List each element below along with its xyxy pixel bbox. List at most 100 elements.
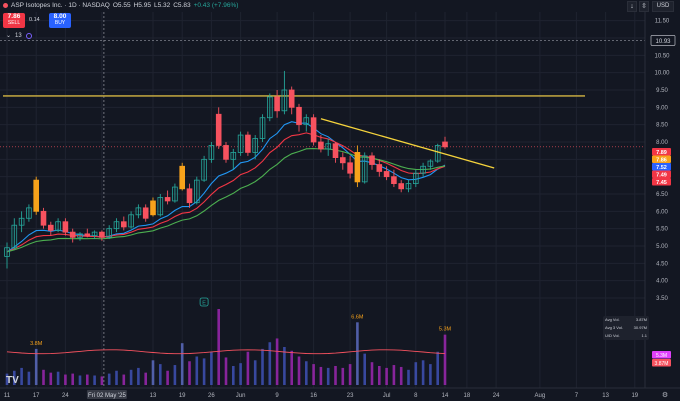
ohlc-open: O5.55 (112, 2, 131, 9)
candle-body (332, 143, 339, 159)
volume-bar (378, 366, 381, 385)
symbol-title[interactable]: ASP Isotopes Inc. · 1D · NASDAQ (11, 2, 110, 9)
candle-body (325, 143, 331, 150)
ohlc-close: C5.83 (173, 2, 191, 9)
volume-bar (93, 375, 96, 385)
price-change: +0.43 (+7.96%) (193, 2, 239, 9)
download-arrow-icon[interactable]: ↓ (627, 1, 637, 12)
y-tick-label: 4.00 (656, 279, 668, 285)
volume-bar (334, 366, 337, 385)
tradingview-logo-icon[interactable]: TV (6, 375, 19, 386)
candle-body (369, 155, 375, 165)
volume-label-box (652, 359, 671, 367)
indicator-row[interactable]: ⌄ 13 (6, 32, 32, 39)
x-tick-label: 16 (310, 393, 317, 399)
y-tick-label: 11.50 (655, 19, 670, 25)
volume-bar (180, 343, 184, 385)
candle-body (427, 160, 434, 167)
volume-bar (363, 353, 366, 385)
candle-body (77, 233, 83, 238)
volume-bar (86, 374, 89, 385)
candle-body (179, 165, 186, 190)
x-tick-label: Fri 02 May '25 (88, 393, 126, 399)
volume-bar (326, 367, 330, 385)
candle-body (33, 179, 39, 212)
y-tick-label: 9.00 (656, 105, 668, 111)
volume-bar (297, 356, 301, 385)
volume-bar (166, 370, 169, 385)
crosshair-price-label: 10.93 (655, 39, 671, 45)
x-tick-label: Aug (535, 393, 546, 399)
y-tick-label: 5.00 (656, 244, 668, 250)
collapse-chevron-icon[interactable]: ⌄ (6, 33, 12, 39)
candle-body (383, 171, 390, 178)
x-crosshair-label-box (86, 390, 127, 399)
y-tick-label: 6.50 (656, 192, 668, 198)
y-tick-label: 6.00 (656, 209, 668, 215)
volume-bar (341, 367, 345, 385)
x-tick-label: 8 (414, 393, 418, 399)
x-tick-label: Jun (236, 393, 246, 399)
spread-value: 0.14 (29, 17, 40, 23)
candle-body (69, 231, 76, 238)
volume-bar (78, 375, 82, 385)
volume-bar (232, 366, 235, 385)
volume-bar (159, 364, 162, 385)
volume-bar (305, 361, 308, 385)
ohlc-low: L5.32 (153, 2, 171, 9)
volume-bar (283, 347, 286, 385)
candle-body (223, 145, 229, 160)
volume-bar (385, 367, 388, 385)
x-tick-label: 19 (179, 393, 186, 399)
settings-gear-icon: ⚙ (662, 391, 668, 399)
volume-peak-label: 3.8M (30, 341, 43, 347)
volume-bar (42, 369, 45, 385)
candle-body (48, 224, 54, 231)
candle-body (215, 113, 222, 146)
ud-vol-label: U/D Vol. (605, 333, 620, 338)
volume-bar (34, 348, 38, 385)
volume-ma-line (6, 349, 446, 355)
earnings-marker-text: E (202, 301, 206, 307)
volume-bar (71, 373, 74, 385)
candle-body (361, 155, 368, 183)
x-tick-label: 13 (602, 393, 609, 399)
candle-body (91, 231, 98, 236)
currency-button[interactable]: USD (652, 1, 674, 12)
candle-body (11, 224, 18, 249)
crosshair-price-box (650, 35, 676, 46)
candle-body (266, 96, 273, 119)
sell-button[interactable]: 7.86 SELL (3, 13, 25, 28)
candle-body (208, 145, 215, 160)
candle-body (252, 138, 259, 153)
candle-body (142, 207, 149, 219)
volume-bar (356, 322, 359, 385)
candle-body (4, 247, 10, 257)
indicator-circle-icon[interactable] (25, 32, 32, 39)
candle-body (442, 141, 448, 148)
y-tick-label: 10.00 (654, 71, 670, 77)
candle-body (347, 162, 353, 174)
candle-body (121, 221, 127, 228)
volume-bar (27, 371, 31, 385)
x-tick-label: 24 (493, 393, 500, 399)
x-tick-label: 13 (150, 393, 157, 399)
x-tick-label: 9 (275, 393, 279, 399)
y-tick-label: 8.50 (656, 123, 668, 129)
candle-body (259, 117, 266, 139)
x-tick-label: Jul (383, 393, 391, 399)
volume-bar (246, 351, 250, 385)
candle-body (26, 207, 32, 219)
expand-arrows-icon[interactable]: ⇳ (639, 1, 649, 12)
price-label-box (652, 178, 671, 186)
volume-peak-label: 6.6M (351, 314, 364, 320)
volume-bar (348, 364, 352, 385)
x-tick-label: 7 (575, 393, 579, 399)
y-tick-label: 3.50 (656, 296, 668, 302)
candle-body (288, 89, 295, 108)
price-label-text: 7.45 (656, 180, 667, 186)
buy-button[interactable]: 8.00 BUY (49, 13, 71, 28)
volume-bar (107, 373, 111, 385)
candle-body (135, 207, 142, 216)
